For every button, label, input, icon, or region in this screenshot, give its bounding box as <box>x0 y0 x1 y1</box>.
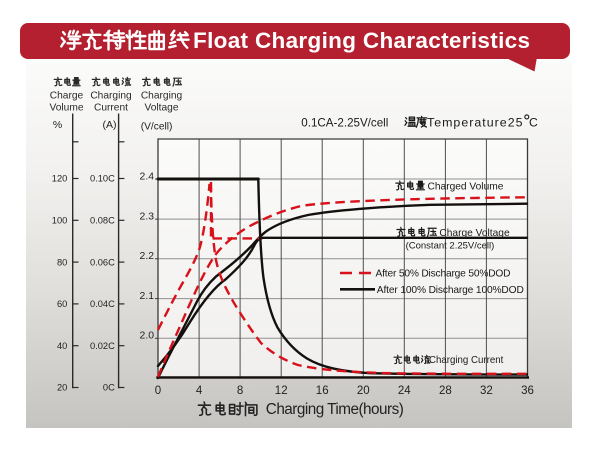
svg-text:C: C <box>529 116 538 130</box>
svg-text:28: 28 <box>439 385 452 397</box>
svg-text:Charge Voltage: Charge Voltage <box>439 228 510 239</box>
svg-text:After 50% Discharge 50%DOD: After 50% Discharge 50%DOD <box>376 269 511 280</box>
svg-text:Voltage: Voltage <box>145 103 179 114</box>
svg-text:Charging: Charging <box>141 91 183 102</box>
svg-text:24: 24 <box>398 385 411 397</box>
svg-text:20: 20 <box>57 383 67 393</box>
svg-text:(V/cell): (V/cell) <box>141 122 173 133</box>
svg-text:Charging Time(hours): Charging Time(hours) <box>266 401 404 418</box>
svg-text:Current: Current <box>94 103 128 114</box>
svg-text:Charging Current: Charging Current <box>429 355 504 366</box>
svg-text:0.06C: 0.06C <box>90 257 115 267</box>
svg-text:0.08C: 0.08C <box>90 216 115 226</box>
svg-text:60: 60 <box>57 299 67 309</box>
svg-text:100: 100 <box>52 216 68 226</box>
svg-text:8: 8 <box>237 385 243 397</box>
svg-text:0.10C: 0.10C <box>90 174 115 184</box>
svg-text:2.1: 2.1 <box>140 291 155 302</box>
svg-text:Volume: Volume <box>50 103 84 114</box>
svg-text:0.1CA-2.25V/cell: 0.1CA-2.25V/cell <box>301 117 388 130</box>
svg-text:16: 16 <box>316 385 329 397</box>
svg-text:36: 36 <box>521 385 534 397</box>
svg-text:2.0: 2.0 <box>140 331 155 342</box>
svg-text:120: 120 <box>52 174 68 184</box>
svg-text:2.2: 2.2 <box>140 251 155 262</box>
svg-text:0: 0 <box>155 385 161 397</box>
svg-text:(Constant 2.25V/cell): (Constant 2.25V/cell) <box>406 240 495 251</box>
svg-text:12: 12 <box>275 385 288 397</box>
svg-text:80: 80 <box>57 257 67 267</box>
svg-text:4: 4 <box>196 385 203 397</box>
svg-text:Charging: Charging <box>90 91 132 102</box>
svg-text:40: 40 <box>57 341 67 351</box>
svg-text:2.3: 2.3 <box>140 211 155 222</box>
svg-text:0.04C: 0.04C <box>90 299 115 309</box>
svg-text:Temperature25: Temperature25 <box>427 116 523 130</box>
svg-text:32: 32 <box>480 385 493 397</box>
svg-text:Charge: Charge <box>50 91 84 102</box>
svg-text:After 100% Discharge 100%DOD: After 100% Discharge 100%DOD <box>377 285 524 296</box>
svg-text:20: 20 <box>357 385 370 397</box>
svg-text:Float Charging Characteristics: Float Charging Characteristics <box>193 28 530 53</box>
svg-text:Charged Volume: Charged Volume <box>428 182 504 193</box>
svg-text:(A): (A) <box>103 119 117 131</box>
svg-text:0.02C: 0.02C <box>90 341 115 351</box>
svg-text:2.4: 2.4 <box>140 171 155 182</box>
svg-text:0C: 0C <box>103 383 115 393</box>
svg-text:%: % <box>53 119 62 131</box>
